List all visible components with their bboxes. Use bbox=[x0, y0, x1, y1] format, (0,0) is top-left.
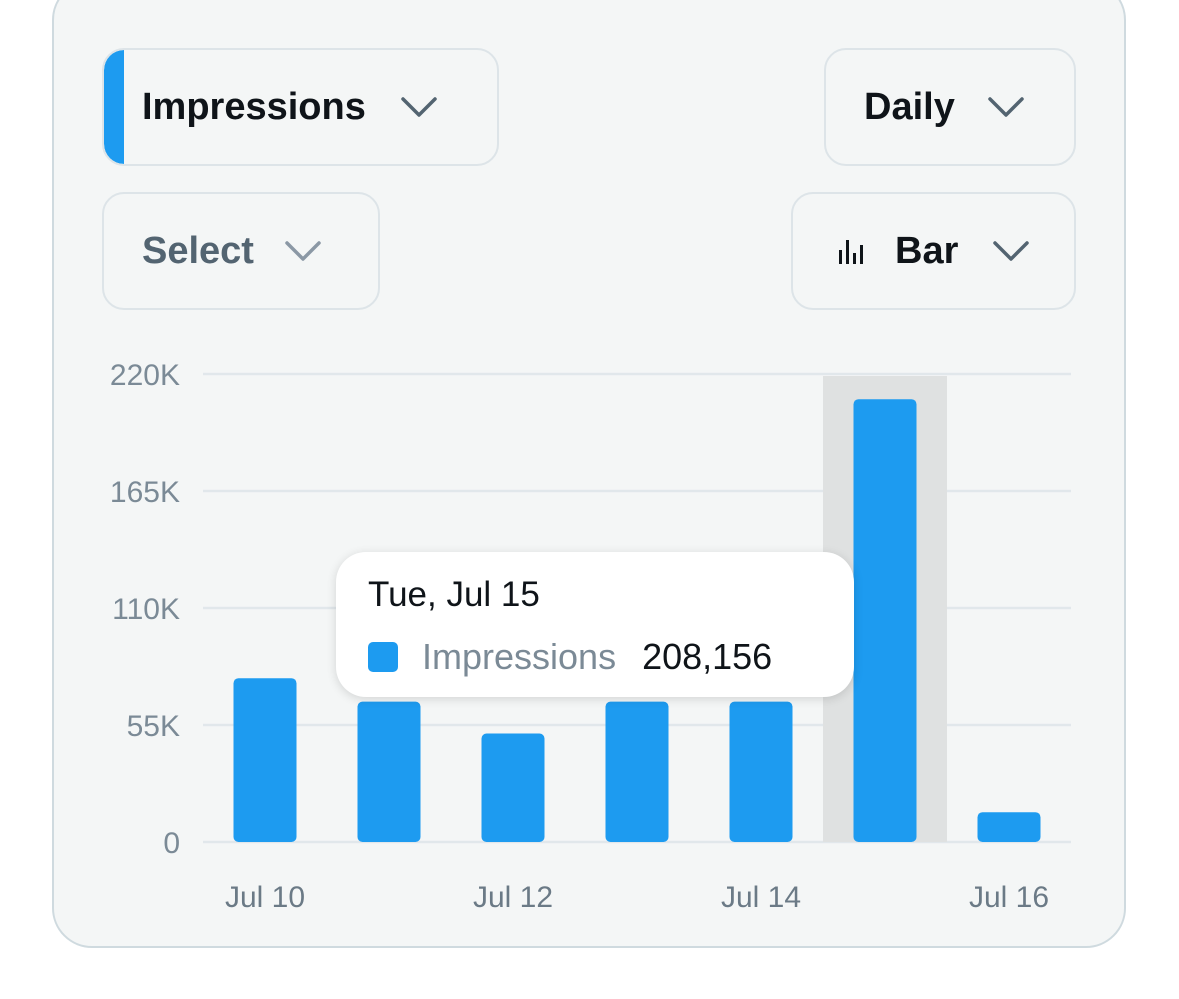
y-tick-label: 165K bbox=[110, 476, 180, 509]
bar-jul-13[interactable] bbox=[605, 701, 669, 842]
chevron-down-icon bbox=[988, 97, 1024, 117]
chart-type-dropdown-label: Bar bbox=[895, 229, 959, 272]
y-tick-label: 0 bbox=[163, 827, 180, 860]
x-tick-label: Jul 16 bbox=[969, 881, 1049, 914]
bar-chart-icon bbox=[839, 240, 863, 264]
period-dropdown[interactable]: Daily bbox=[824, 48, 1076, 166]
bar-jul-14[interactable] bbox=[729, 701, 793, 842]
metric-color-indicator bbox=[104, 50, 124, 164]
compare-dropdown[interactable]: Select bbox=[102, 192, 380, 310]
period-dropdown-label: Daily bbox=[864, 85, 955, 128]
bar-jul-12[interactable] bbox=[481, 733, 545, 842]
chart-tooltip: Tue, Jul 15 Impressions 208,156 bbox=[336, 552, 854, 697]
tooltip-series-label: Impressions bbox=[422, 636, 617, 677]
tooltip-series-swatch bbox=[368, 642, 398, 672]
y-tick-label: 55K bbox=[127, 710, 180, 743]
x-tick-label: Jul 10 bbox=[225, 881, 305, 914]
chart-type-dropdown[interactable]: Bar bbox=[791, 192, 1076, 310]
bar-jul-15[interactable] bbox=[853, 399, 917, 842]
chevron-down-icon bbox=[993, 241, 1030, 261]
metric-dropdown-label: Impressions bbox=[142, 85, 366, 128]
bar-jul-11[interactable] bbox=[357, 701, 421, 842]
y-tick-label: 220K bbox=[110, 359, 180, 392]
compare-dropdown-label: Select bbox=[142, 229, 254, 272]
tooltip-date: Tue, Jul 15 bbox=[368, 575, 540, 614]
tooltip-value: 208,156 bbox=[642, 636, 773, 677]
x-tick-label: Jul 12 bbox=[473, 881, 553, 914]
metric-dropdown[interactable]: Impressions bbox=[102, 48, 499, 166]
tooltip-row: Impressions 208,156 bbox=[368, 636, 822, 678]
bar-jul-10[interactable] bbox=[233, 678, 297, 842]
chevron-down-icon bbox=[285, 241, 321, 261]
y-tick-label: 110K bbox=[112, 593, 180, 626]
chevron-down-icon bbox=[401, 97, 437, 117]
bar-jul-16[interactable] bbox=[977, 812, 1041, 842]
x-tick-label: Jul 14 bbox=[721, 881, 801, 914]
